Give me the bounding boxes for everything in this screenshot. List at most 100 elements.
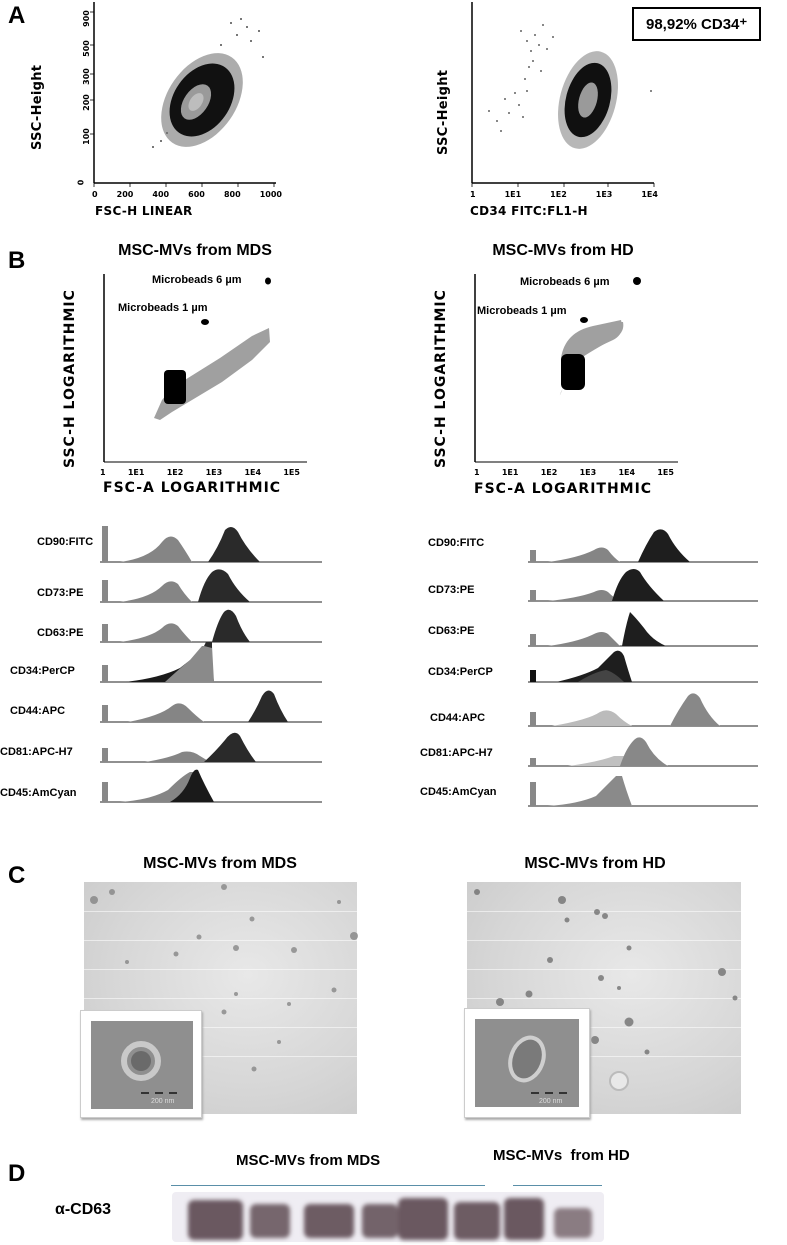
tick: 1E1 xyxy=(501,468,519,477)
tem-image-mds xyxy=(84,882,358,1114)
tick: 1E2 xyxy=(166,468,184,477)
hist-label: CD63:PE xyxy=(37,627,84,639)
tick: 1E2 xyxy=(550,190,567,199)
blot-bands xyxy=(188,1198,592,1240)
vesicle-dots xyxy=(474,889,738,1091)
x-axis-label: FSC-H LINEAR xyxy=(95,204,193,218)
x-ticks: 0 200 400 600 800 1000 xyxy=(92,190,282,199)
histogram-stack-hd xyxy=(528,529,758,807)
group-label-mds: MSC-MVs from MDS xyxy=(236,1152,381,1169)
y-axis-label: SSC-H LOGARITHMIC xyxy=(62,289,78,468)
hist-label: CD81:APC-H7 xyxy=(420,747,493,759)
x-axis-label: FSC-A LOGARITHMIC xyxy=(474,481,653,497)
antibody-label: α-CD63 xyxy=(55,1201,112,1218)
tick: 500 xyxy=(81,40,91,57)
tick: 200 xyxy=(116,190,134,199)
tick: 1E3 xyxy=(579,468,597,477)
tick: 1E4 xyxy=(641,190,658,199)
x-ticks: 1 1E1 1E2 1E3 1E4 1E5 xyxy=(474,468,674,477)
microbeads-6um-label: Microbeads 6 µm xyxy=(152,274,242,286)
group-label-hd: MSC-MVs from HD xyxy=(493,1147,630,1164)
y-axis-label: SSC-Height xyxy=(30,64,45,150)
hist-label: CD34:PerCP xyxy=(10,665,75,677)
y-axis-label: SSC-H LOGARITHMIC xyxy=(433,289,449,468)
band-lane-3 xyxy=(304,1204,354,1238)
x-ticks: 1 1E1 1E2 1E3 1E4 xyxy=(470,190,658,199)
band-lane-2 xyxy=(250,1204,290,1238)
tick: 1E4 xyxy=(244,468,262,477)
tick: 800 xyxy=(223,190,241,199)
tick: 600 xyxy=(188,190,205,199)
tick: 0 xyxy=(76,179,86,186)
histogram-stack-mds xyxy=(100,526,322,803)
tick: 400 xyxy=(152,190,170,199)
hist-label: CD44:APC xyxy=(430,712,486,724)
hist-label: CD81:APC-H7 xyxy=(0,746,73,758)
panel-letter-a: A xyxy=(8,2,26,29)
hist-label: CD73:PE xyxy=(428,584,475,596)
western-blot-strip xyxy=(172,1192,604,1242)
tick: 0 xyxy=(92,190,98,199)
hist-label: CD90:FITC xyxy=(37,536,94,548)
tick: 1 xyxy=(474,468,480,477)
tick: 1E3 xyxy=(205,468,223,477)
tick: 1E3 xyxy=(595,190,613,199)
panel-b-right-title: MSC-MVs from HD xyxy=(492,242,634,259)
scatter-plot-fsc-ssc xyxy=(90,2,276,187)
hist-label: CD34:PerCP xyxy=(428,666,493,678)
tick: 1 xyxy=(100,468,106,477)
vesicle-closeup: 200 nm xyxy=(121,1041,177,1105)
tick: 1E5 xyxy=(657,468,674,477)
x-axis-label: CD34 FITC:FL1-H xyxy=(470,204,588,218)
tem-inset-mds: 200 nm xyxy=(80,1010,202,1118)
tick: 1000 xyxy=(259,190,282,199)
group-bracket-hd xyxy=(513,1185,602,1186)
tick: 100 xyxy=(81,128,91,145)
x-ticks: 1 1E1 1E2 1E3 1E4 1E5 xyxy=(100,468,300,477)
panel-letter-d: D xyxy=(8,1160,26,1187)
microbeads-1um-label: Microbeads 1 µm xyxy=(118,302,208,314)
band-lane-1 xyxy=(188,1200,243,1240)
tem-inset-hd: 200 nm xyxy=(464,1008,590,1118)
log-scatter-hd xyxy=(474,274,678,463)
band-lane-4 xyxy=(362,1204,398,1238)
tick: 1 xyxy=(470,190,476,199)
tick: 200 xyxy=(81,94,91,111)
hist-label: CD90:FITC xyxy=(428,537,485,549)
panel-letter-b: B xyxy=(8,247,26,274)
tick: 1E5 xyxy=(283,468,300,477)
vesicle-dots xyxy=(90,884,358,1072)
tick: 1E4 xyxy=(618,468,636,477)
y-ticks: 0 100 200 300 500 900 xyxy=(76,8,91,186)
panel-b-left-title: MSC-MVs from MDS xyxy=(118,242,272,259)
scatter-plot-cd34-ssc xyxy=(471,2,655,187)
scale-bar-label: 200 nm xyxy=(539,1098,563,1105)
band-lane-7 xyxy=(504,1198,544,1240)
tick: 1E1 xyxy=(127,468,145,477)
hist-label: CD45:AmCyan xyxy=(420,786,497,798)
microbeads-6um-label: Microbeads 6 µm xyxy=(520,276,610,288)
band-lane-8 xyxy=(554,1208,592,1238)
x-axis-label: FSC-A LOGARITHMIC xyxy=(103,480,282,496)
tick: 300 xyxy=(81,68,91,85)
tick: 1E1 xyxy=(504,190,522,199)
hist-label: CD73:PE xyxy=(37,587,84,599)
vesicle-closeup: 200 nm xyxy=(508,1035,567,1105)
tem-inset-image: 200 nm xyxy=(475,1019,579,1107)
panel-letter-c: C xyxy=(8,862,26,889)
group-bracket-mds xyxy=(171,1185,485,1186)
cd34-percentage-badge: 98,92% CD34⁺ xyxy=(632,7,762,41)
panel-c-right-title: MSC-MVs from HD xyxy=(524,855,666,872)
tem-inset-image: 200 nm xyxy=(91,1021,193,1109)
hist-label: CD44:APC xyxy=(10,705,66,717)
tick: 900 xyxy=(81,10,91,27)
log-scatter-mds xyxy=(103,274,307,463)
hist-label: CD63:PE xyxy=(428,625,475,637)
y-axis-label: SSC-Height xyxy=(436,69,451,155)
panel-c-left-title: MSC-MVs from MDS xyxy=(143,855,297,872)
hist-label: CD45:AmCyan xyxy=(0,787,77,799)
band-lane-5 xyxy=(398,1198,448,1240)
scale-bar-label: 200 nm xyxy=(151,1098,175,1105)
microbeads-1um-label: Microbeads 1 µm xyxy=(477,305,567,317)
band-lane-6 xyxy=(454,1202,500,1240)
